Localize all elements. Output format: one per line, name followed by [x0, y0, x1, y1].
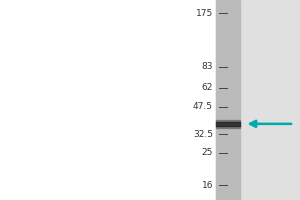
Bar — [216, 0, 300, 200]
Text: 83: 83 — [202, 62, 213, 71]
Text: 16: 16 — [202, 181, 213, 190]
Bar — [216, 0, 240, 200]
Text: 175: 175 — [196, 9, 213, 18]
Text: 62: 62 — [202, 83, 213, 92]
Bar — [0, 0, 216, 200]
Text: 47.5: 47.5 — [193, 102, 213, 111]
Text: 25: 25 — [202, 148, 213, 157]
Text: 32.5: 32.5 — [193, 130, 213, 139]
